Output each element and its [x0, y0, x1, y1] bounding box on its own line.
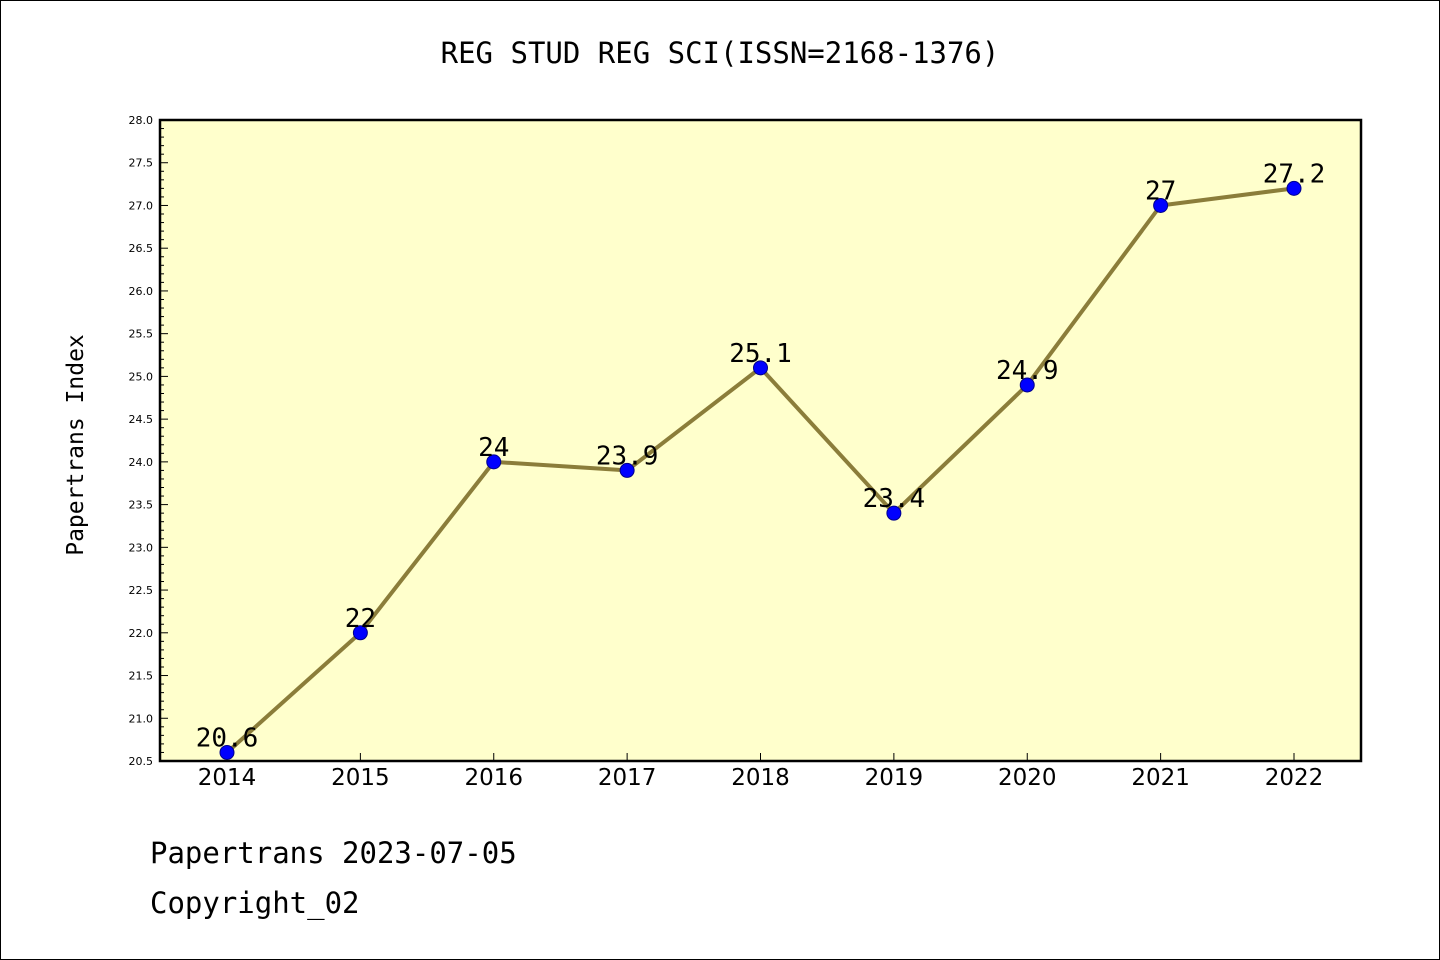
plot-area	[160, 120, 1361, 761]
chart-title: REG STUD REG SCI(ISSN=2168-1376)	[440, 36, 1000, 70]
plot-border	[158, 118, 1363, 763]
data-label: 22	[345, 604, 376, 634]
y-tick-label: 20.5	[129, 755, 154, 768]
x-tick-label: 2019	[865, 765, 924, 791]
x-tick-label: 2015	[331, 765, 390, 791]
y-tick-label: 24.0	[129, 456, 154, 469]
y-tick-label: 23.0	[129, 541, 154, 554]
data-label: 24	[478, 433, 509, 463]
data-label: 23.9	[596, 441, 659, 471]
y-tick-label: 21.5	[129, 670, 154, 683]
y-tick-label: 22.0	[129, 627, 154, 640]
data-point	[753, 360, 768, 376]
x-tick-label: 2014	[198, 765, 257, 791]
data-point	[486, 454, 502, 470]
data-label: 20.6	[196, 723, 259, 753]
data-label: 27.2	[1263, 159, 1326, 189]
data-point	[352, 625, 368, 641]
y-tick-label: 23.5	[129, 499, 154, 512]
data-point	[886, 505, 902, 521]
x-tick-label: 2021	[1131, 765, 1190, 791]
y-tick-label: 26.5	[129, 242, 154, 255]
y-tick-label: 25.0	[129, 370, 154, 383]
data-point	[1019, 377, 1035, 393]
x-tick-label: 2022	[1265, 765, 1324, 791]
y-tick-label: 27.0	[129, 199, 154, 212]
y-tick-label: 21.0	[129, 712, 154, 725]
footer-copyright: Copyright_02	[150, 886, 360, 920]
data-point	[1153, 197, 1169, 213]
y-tick-label: 25.5	[129, 328, 154, 341]
data-point	[219, 744, 235, 760]
y-tick-label: 24.5	[129, 413, 154, 426]
x-tick-label: 2018	[731, 765, 790, 791]
data-label: 25.1	[729, 339, 792, 369]
x-tick-label: 2017	[598, 765, 657, 791]
y-tick-label: 28.0	[129, 114, 154, 127]
data-point	[1286, 180, 1302, 196]
y-tick-label: 27.5	[129, 157, 154, 170]
data-label: 23.4	[863, 484, 926, 514]
x-tick-label: 2020	[998, 765, 1057, 791]
y-tick-label: 22.5	[129, 584, 154, 597]
x-tick-label: 2016	[464, 765, 523, 791]
data-point	[619, 462, 635, 478]
y-tick-label: 26.0	[129, 285, 154, 298]
data-label: 27	[1145, 176, 1176, 206]
data-label: 24.9	[996, 356, 1059, 386]
footer-date: Papertrans 2023-07-05	[150, 836, 517, 870]
